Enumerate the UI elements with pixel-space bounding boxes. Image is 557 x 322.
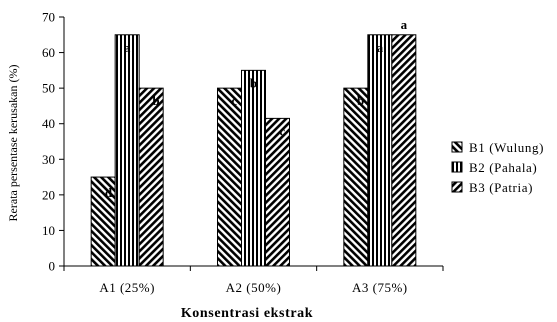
data-label: a <box>377 40 384 55</box>
y-tick-label: 60 <box>42 45 55 60</box>
x-tick-label: A3 (75%) <box>352 280 408 295</box>
bars <box>90 34 417 267</box>
bar <box>241 69 266 267</box>
y-tick-label: 50 <box>42 81 55 96</box>
legend-label: B3 (Patria) <box>469 180 533 195</box>
y-tick-label: 40 <box>42 116 55 131</box>
y-axis-label: Rerata persentase kerusakan (%) <box>6 65 20 222</box>
bar <box>217 87 242 267</box>
data-label: c <box>231 93 237 108</box>
x-tick-label: A1 (25%) <box>99 280 155 295</box>
bar <box>265 117 290 267</box>
data-label: b <box>357 93 364 108</box>
y-tick-label: 20 <box>42 187 55 202</box>
legend: B1 (Wulung) B2 (Pahala) B3 (Patria) <box>451 140 544 195</box>
data-label: a <box>124 40 131 55</box>
legend-swatch <box>451 181 463 193</box>
y-tick-label: 30 <box>42 152 55 167</box>
legend-swatch <box>451 161 463 173</box>
bar <box>391 34 417 267</box>
y-tick-label: 70 <box>42 10 55 25</box>
data-label: c <box>279 123 285 138</box>
legend-label: B1 (Wulung) <box>469 140 544 155</box>
axes: 0 10 20 30 40 50 60 70 A1 (25%) A2 (50%) A3 (75%) <box>42 10 444 295</box>
legend-swatch <box>451 141 463 153</box>
x-axis-label: Konsentrasi ekstrak <box>181 306 313 321</box>
x-tick-label: A2 (50%) <box>226 280 282 295</box>
bar <box>343 87 369 267</box>
bar <box>90 176 116 267</box>
legend-label: B2 (Pahala) <box>469 160 537 175</box>
data-label: d <box>105 185 113 200</box>
data-label: a <box>401 17 408 32</box>
data-label: b <box>152 93 159 108</box>
bar <box>114 34 140 267</box>
data-label: b <box>250 75 257 90</box>
bar <box>367 34 393 267</box>
y-tick-label: 0 <box>49 259 56 274</box>
y-tick-label: 10 <box>42 223 55 238</box>
bar <box>138 87 164 267</box>
